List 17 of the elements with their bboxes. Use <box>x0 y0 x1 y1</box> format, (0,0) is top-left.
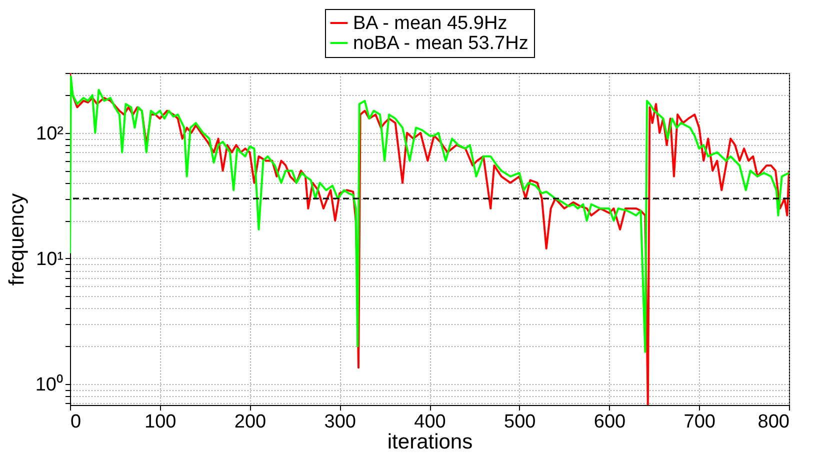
x-tick-label: 600 <box>594 412 626 432</box>
x-tick-label: 0 <box>70 412 82 432</box>
legend-label: BA - mean 45.9Hz <box>353 13 508 34</box>
x-tick-label: 500 <box>504 412 536 432</box>
y-tick-label: 10¹ <box>36 248 64 270</box>
x-tick-label: 800 <box>758 412 790 432</box>
x-tick-label: 200 <box>234 412 266 432</box>
x-tick-label: 400 <box>414 412 446 432</box>
x-tick-label: 700 <box>684 412 716 432</box>
x-tick-label: 100 <box>144 412 176 432</box>
line-series <box>70 76 789 353</box>
legend-label: noBA - mean 53.7Hz <box>353 33 528 54</box>
y-axis-title: frequency <box>5 192 28 286</box>
y-tick-label: 10² <box>36 123 64 144</box>
y-tick-label: 10⁰ <box>35 373 64 396</box>
x-axis-title: iterations <box>387 430 473 454</box>
x-tick-label: 300 <box>324 412 356 432</box>
